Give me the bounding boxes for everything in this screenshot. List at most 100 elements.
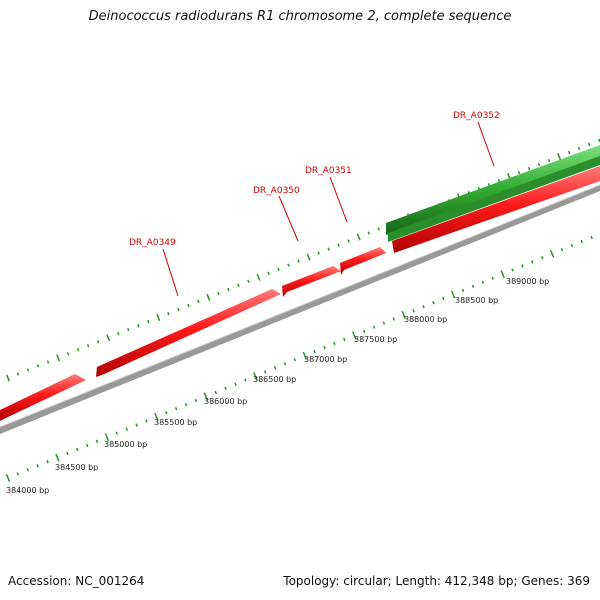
tick-mark	[135, 423, 138, 427]
tick-mark	[401, 310, 406, 319]
tick-mark	[521, 264, 524, 268]
tick-mark	[167, 311, 170, 316]
tick-mark	[317, 251, 320, 255]
tick-mark	[537, 162, 541, 167]
tick-mark	[26, 368, 30, 372]
tick-mark	[273, 366, 277, 370]
tick-mark	[442, 296, 445, 301]
tick-mark	[217, 291, 220, 296]
scale-label: 388500 bp	[455, 296, 498, 305]
tick-mark	[115, 431, 119, 435]
tick-mark	[46, 360, 50, 364]
tick-mark	[55, 453, 60, 462]
tick-mark	[422, 305, 425, 309]
tick-mark	[352, 331, 357, 340]
gene-DR_A0352-reverse[interactable]	[386, 145, 600, 242]
tick-mark	[165, 411, 168, 415]
tick-mark	[471, 284, 475, 288]
tick-mark	[333, 341, 336, 346]
scale-tick-track	[5, 235, 593, 482]
tick-mark	[187, 303, 190, 308]
tick-mark	[46, 460, 49, 464]
tick-mark	[277, 267, 280, 271]
tick-mark	[367, 231, 370, 235]
scale-label: 384000 bp	[6, 486, 49, 495]
tick-mark	[206, 293, 211, 301]
tick-mark	[547, 158, 551, 163]
tick-mark	[570, 243, 574, 248]
tick-mark	[327, 247, 330, 251]
tick-mark	[127, 328, 130, 332]
scale-label: 385500 bp	[154, 418, 197, 427]
tick-mark	[323, 345, 326, 350]
gene-label-DR_A0351[interactable]: DR_A0351	[305, 166, 352, 176]
tick-mark	[117, 332, 120, 336]
tick-mark	[66, 352, 70, 356]
tick-mark	[36, 364, 40, 368]
tick-mark	[531, 260, 534, 264]
tick-mark	[491, 276, 494, 280]
tick-mark	[203, 392, 209, 401]
tick-mark	[549, 249, 555, 258]
outer-tick-track	[6, 138, 600, 382]
tick-mark	[227, 287, 230, 292]
tick-mark	[85, 443, 89, 448]
gene-label-DR_A0349[interactable]: DR_A0349	[129, 238, 176, 248]
topology-summary: Topology: circular; Length: 412,348 bp; …	[283, 574, 590, 588]
tick-mark	[263, 370, 267, 374]
tick-mark	[96, 340, 100, 344]
tick-mark	[297, 259, 300, 263]
tick-mark	[5, 474, 11, 482]
gene-label-leaders	[162, 121, 495, 297]
tick-mark	[577, 146, 581, 151]
tick-mark	[517, 170, 521, 175]
tick-mark	[184, 402, 188, 407]
scale-labels: 384000 bp 384500 bp 385000 bp 385500 bp …	[6, 277, 549, 495]
tick-mark	[137, 323, 140, 328]
gene-DR_A0351-forward[interactable]	[340, 247, 386, 275]
tick-mark	[283, 362, 287, 366]
tick-mark	[125, 427, 128, 431]
gene-DR_A0349-forward[interactable]	[96, 289, 281, 377]
tick-mark	[224, 386, 227, 390]
map-title: Deinococcus radiodurans R1 chromosome 2,…	[88, 9, 512, 24]
tick-mark	[197, 299, 200, 304]
accession-text: Accession: NC_001264	[8, 574, 145, 588]
tick-mark	[36, 464, 39, 468]
scale-label: 384500 bp	[55, 463, 98, 472]
gene-DR_A0353-forward[interactable]	[392, 166, 600, 253]
tick-mark	[287, 263, 290, 267]
scale-label: 388000 bp	[404, 315, 447, 324]
scale-label: 389000 bp	[506, 277, 549, 286]
scale-label: 386000 bp	[204, 397, 247, 406]
tick-mark	[253, 372, 258, 381]
tick-mark	[497, 178, 501, 183]
tick-mark	[147, 319, 150, 324]
tick-mark	[392, 317, 396, 321]
tick-mark	[293, 358, 297, 362]
tick-mark	[540, 256, 544, 260]
tick-mark	[567, 150, 571, 155]
chromosome-backbone	[0, 184, 600, 434]
tick-mark	[86, 344, 90, 348]
gene-DR_A0348-forward[interactable]	[0, 374, 86, 421]
tick-mark	[362, 329, 366, 333]
tick-mark	[302, 351, 307, 360]
gene-DR_A0350-forward[interactable]	[282, 266, 341, 297]
tick-mark	[377, 227, 380, 231]
gene-label-DR_A0352[interactable]: DR_A0352	[453, 111, 500, 121]
tick-mark	[461, 288, 465, 293]
tick-mark	[66, 451, 69, 456]
tick-mark	[214, 390, 217, 395]
tick-mark	[500, 270, 505, 279]
forward-genes	[0, 166, 600, 421]
tick-mark	[356, 233, 361, 241]
tick-mark	[432, 301, 435, 305]
tick-mark	[267, 271, 270, 275]
gene-label-DR_A0350[interactable]: DR_A0350	[253, 186, 300, 196]
tick-mark	[6, 374, 10, 382]
tick-mark	[104, 433, 110, 442]
tick-mark	[347, 239, 350, 243]
tick-mark	[16, 372, 20, 376]
tick-mark	[76, 348, 80, 352]
